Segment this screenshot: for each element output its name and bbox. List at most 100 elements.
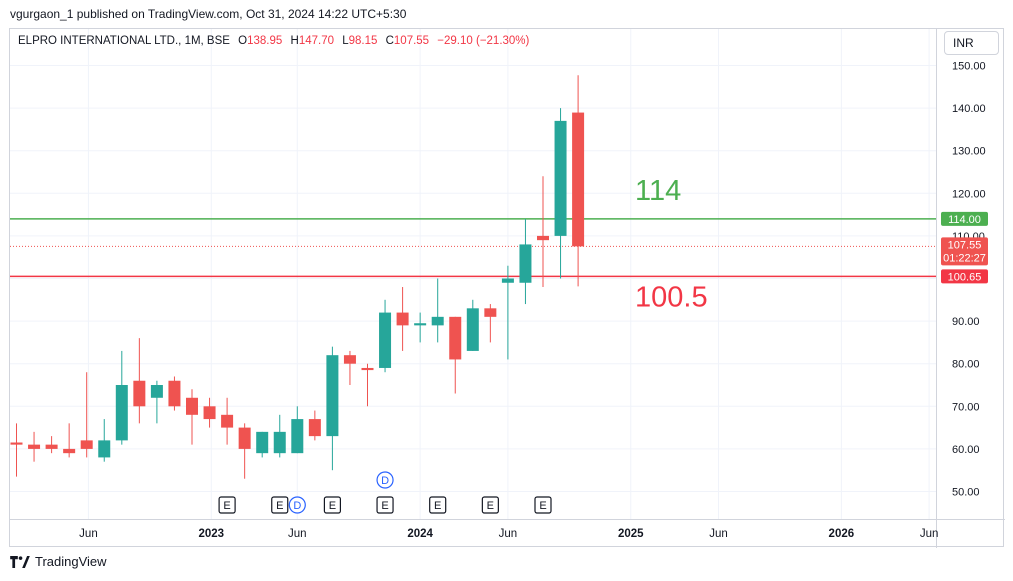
candle xyxy=(554,108,567,279)
candle xyxy=(308,410,321,441)
currency-button[interactable]: INR xyxy=(944,31,999,55)
candle xyxy=(221,397,234,445)
level-tag-100-text: 100.65 xyxy=(948,271,982,283)
price-axis[interactable]: 50.0060.0070.0080.0090.00110.00120.00130… xyxy=(936,29,986,548)
candle-body xyxy=(554,120,567,236)
level-label: 100.5 xyxy=(635,281,708,313)
symbol-name[interactable]: ELPRO INTERNATIONAL LTD., 1M, BSE xyxy=(18,35,230,47)
close-value: 107.55 xyxy=(393,35,430,47)
earnings-event-icon[interactable]: E xyxy=(429,496,447,514)
candle-body xyxy=(10,442,23,445)
event-letter: E xyxy=(223,500,230,512)
candle-body xyxy=(80,440,93,449)
tradingview-logo-icon xyxy=(10,555,30,568)
grid xyxy=(10,29,936,519)
candle xyxy=(256,431,269,458)
earnings-box xyxy=(323,496,341,514)
candle xyxy=(361,363,374,407)
candle-body xyxy=(115,385,128,441)
symbol-legend: ELPRO INTERNATIONAL LTD., 1M, BSE O138.9… xyxy=(18,35,529,47)
earnings-box xyxy=(481,496,499,514)
candle-body xyxy=(572,112,585,247)
candle-body xyxy=(238,427,251,449)
candle xyxy=(10,423,23,477)
earnings-box xyxy=(534,496,552,514)
level-label: 114 xyxy=(635,175,681,207)
candle xyxy=(238,423,251,479)
event-letter: E xyxy=(276,500,283,512)
low-value: 98.15 xyxy=(348,35,378,47)
earnings-event-icon[interactable]: E xyxy=(376,496,394,514)
horizontal-levels[interactable]: 114 100.5 xyxy=(10,175,936,314)
dividend-event-icon[interactable]: D xyxy=(376,471,394,489)
candle-body xyxy=(221,414,234,428)
event-markers[interactable]: E E D EDE E E E xyxy=(218,471,552,514)
candle-body xyxy=(168,380,181,407)
open-value: 138.95 xyxy=(247,35,283,47)
footer-brand-text: TradingView xyxy=(35,554,107,569)
level-tag-114: 114.00 xyxy=(941,211,988,226)
candle xyxy=(572,75,585,287)
candle-body xyxy=(484,308,497,317)
candle xyxy=(28,431,41,462)
earnings-event-icon[interactable]: E xyxy=(323,496,341,514)
earnings-event-icon[interactable]: E xyxy=(271,496,289,514)
open-label: O xyxy=(238,35,248,47)
candle-body xyxy=(396,312,409,326)
candle xyxy=(63,423,76,458)
time-tick-label: 2025 xyxy=(618,528,644,540)
candle-body xyxy=(449,316,462,360)
candle xyxy=(484,304,497,343)
candle xyxy=(396,287,409,351)
high-value: 147.70 xyxy=(298,35,334,47)
event-letter: E xyxy=(434,500,441,512)
time-tick-label: Jun xyxy=(709,528,728,540)
candle-body xyxy=(519,244,532,283)
candle xyxy=(150,380,163,424)
price-tick-label: 70.00 xyxy=(952,401,980,413)
event-letter: E xyxy=(539,500,546,512)
candle xyxy=(273,414,286,458)
event-letter: E xyxy=(487,500,494,512)
candle xyxy=(98,419,111,462)
candle-body xyxy=(537,235,549,241)
earnings-event-icon[interactable]: E xyxy=(534,496,552,514)
candle-body xyxy=(133,380,146,407)
time-axis[interactable]: Jun 2023 Jun 2024 Jun 2025 Jun 2026 Jun xyxy=(10,519,1005,541)
dividend-event-icon[interactable]: D xyxy=(288,496,306,514)
earnings-box xyxy=(429,496,447,514)
candle xyxy=(537,176,549,288)
earnings-event-icon[interactable]: E xyxy=(218,496,236,514)
candle-body xyxy=(203,406,216,420)
candle xyxy=(414,312,427,343)
event-letter: E xyxy=(381,500,388,512)
candle-body xyxy=(361,367,374,371)
price-tick-label: 130.00 xyxy=(952,146,986,158)
candle xyxy=(186,389,198,445)
candle-body xyxy=(466,308,479,351)
candle xyxy=(431,278,444,343)
time-tick-label: 2026 xyxy=(829,528,855,540)
dividend-circle xyxy=(288,496,306,514)
candle xyxy=(501,265,514,360)
earnings-event-icon[interactable]: E xyxy=(481,496,499,514)
time-tick-label: 2023 xyxy=(199,528,225,540)
price-tick-label: 140.00 xyxy=(952,103,986,115)
close-label: C xyxy=(385,35,394,47)
current-price-tag-bg xyxy=(941,237,988,266)
price-tick-label: 150.00 xyxy=(952,61,986,73)
candle-body xyxy=(45,444,58,449)
candle-body xyxy=(291,419,304,454)
earnings-box xyxy=(271,496,289,514)
time-tick-label: Jun xyxy=(499,528,518,540)
price-tick-label: 60.00 xyxy=(952,444,980,456)
candle xyxy=(291,406,304,454)
low-label: L xyxy=(342,35,349,47)
change-value: −29.10 (−21.30%) xyxy=(437,35,530,47)
footer-brand[interactable]: TradingView xyxy=(10,554,107,569)
price-tick-label: 50.00 xyxy=(952,487,980,499)
